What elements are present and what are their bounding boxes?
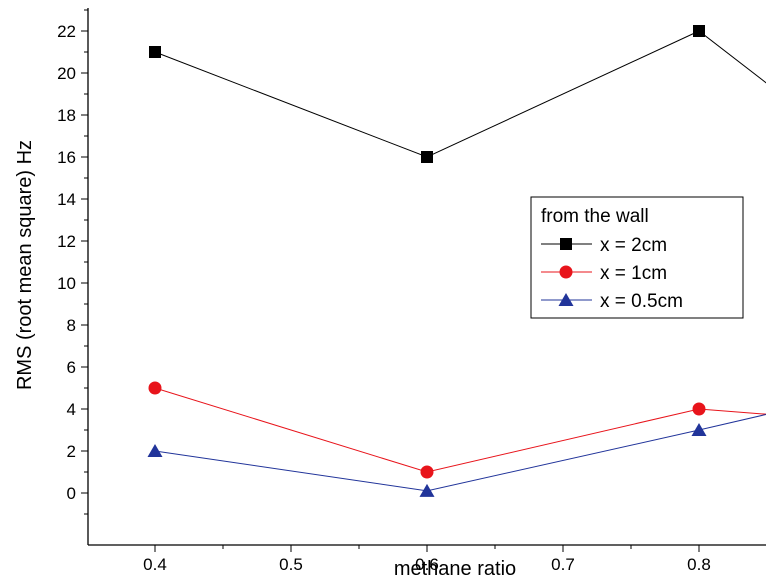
legend-entry: x = 2cm bbox=[541, 235, 667, 256]
x-axis-ticks: 0.4 0.5 0.6 0.7 0.8 bbox=[143, 545, 711, 574]
x-axis-label: methane ratio bbox=[394, 558, 516, 580]
legend-label: x = 1cm bbox=[600, 263, 667, 284]
y-axis-ticks: 0 2 4 6 8 10 12 14 16 18 20 22 bbox=[57, 9, 88, 515]
y-tick-label: 16 bbox=[57, 148, 76, 167]
data-point bbox=[147, 444, 163, 457]
series-line bbox=[154, 413, 766, 492]
x-tick-label: 0.4 bbox=[143, 555, 167, 574]
legend-label: x = 2cm bbox=[600, 235, 667, 256]
x-tick-label: 0.8 bbox=[687, 555, 711, 574]
y-tick-label: 4 bbox=[67, 400, 76, 419]
y-tick-label: 22 bbox=[57, 22, 76, 41]
legend-label: x = 0.5cm bbox=[600, 291, 683, 312]
y-tick-label: 18 bbox=[57, 106, 76, 125]
data-point bbox=[693, 25, 705, 37]
y-tick-label: 8 bbox=[67, 316, 76, 335]
y-tick-label: 14 bbox=[57, 190, 76, 209]
series-line bbox=[154, 30, 766, 158]
y-tick-label: 12 bbox=[57, 232, 76, 251]
legend-marker bbox=[560, 238, 572, 250]
data-point bbox=[419, 483, 435, 497]
y-tick-label: 6 bbox=[67, 358, 76, 377]
series-1 bbox=[149, 25, 766, 163]
y-axis-label: RMS (root mean square) Hz bbox=[14, 140, 36, 390]
legend-marker bbox=[558, 293, 574, 306]
legend-entry: x = 0.5cm bbox=[541, 291, 683, 312]
data-point bbox=[421, 151, 433, 163]
y-tick-label: 2 bbox=[67, 442, 76, 461]
y-tick-label: 10 bbox=[57, 274, 76, 293]
data-point bbox=[148, 381, 162, 395]
legend-title: from the wall bbox=[541, 206, 649, 227]
series-line bbox=[154, 387, 766, 473]
legend-marker bbox=[559, 265, 573, 279]
data-point bbox=[420, 465, 434, 479]
series-layer bbox=[147, 25, 766, 497]
legend: from the wall x = 2cm x = 1cm x = 0.5cm bbox=[530, 196, 744, 319]
legend-entry: x = 1cm bbox=[541, 263, 667, 284]
series-2 bbox=[148, 381, 766, 479]
data-point bbox=[149, 46, 161, 58]
x-tick-label: 0.5 bbox=[279, 555, 303, 574]
x-tick-label: 0.6 bbox=[415, 555, 439, 574]
y-tick-label: 0 bbox=[67, 484, 76, 503]
x-tick-label: 0.7 bbox=[551, 555, 575, 574]
series-3 bbox=[147, 413, 766, 497]
legend-entries: x = 2cm x = 1cm x = 0.5cm bbox=[541, 235, 683, 312]
y-tick-label: 20 bbox=[57, 64, 76, 83]
data-point bbox=[691, 423, 707, 436]
data-point bbox=[692, 402, 706, 416]
